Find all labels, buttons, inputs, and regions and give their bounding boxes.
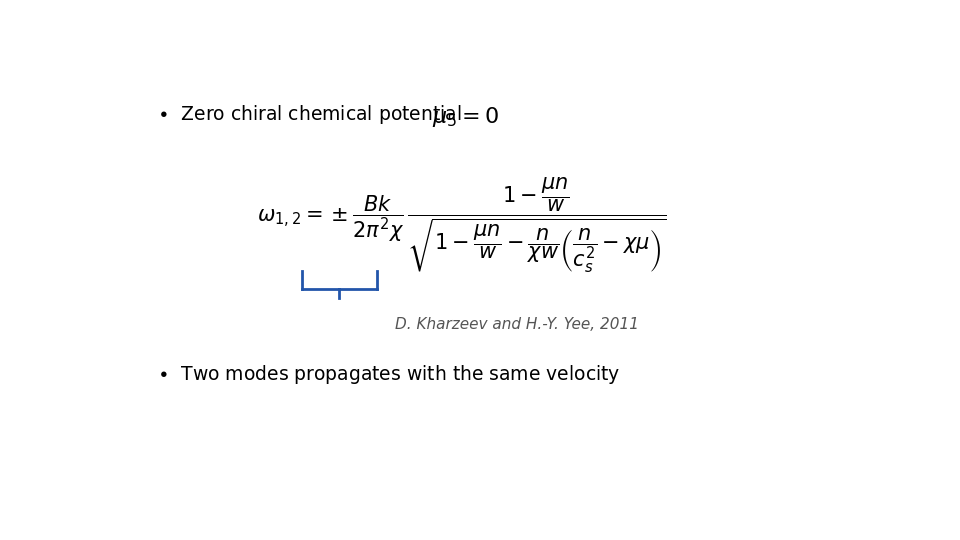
Text: $\omega_{1,2} = \pm\dfrac{Bk}{2\pi^2\chi}\,\dfrac{1 - \dfrac{\mu n}{w}}{\sqrt{1 : $\omega_{1,2} = \pm\dfrac{Bk}{2\pi^2\chi… <box>257 175 667 275</box>
Text: D. Kharzeev and H.-Y. Yee, 2011: D. Kharzeev and H.-Y. Yee, 2011 <box>396 317 639 332</box>
Text: $\bullet$  Zero chiral chemical potential: $\bullet$ Zero chiral chemical potential <box>157 103 462 126</box>
Text: $\mu_5 = 0$: $\mu_5 = 0$ <box>432 105 499 129</box>
Text: $\bullet$  Two modes propagates with the same velocity: $\bullet$ Two modes propagates with the … <box>157 363 621 386</box>
